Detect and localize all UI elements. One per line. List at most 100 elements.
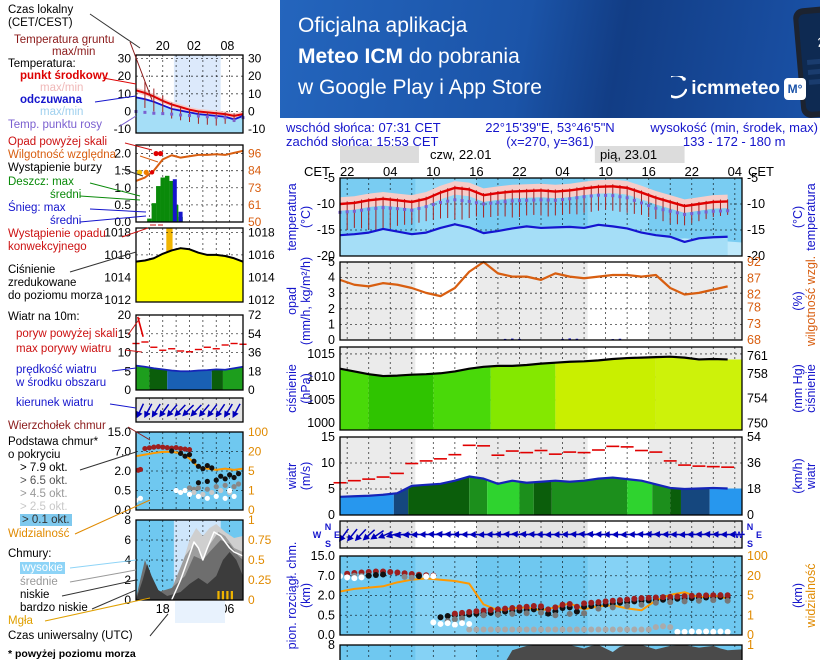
svg-text:E: E: [756, 530, 762, 540]
svg-text:W: W: [313, 530, 322, 540]
svg-text:10: 10: [118, 346, 132, 360]
svg-text:0: 0: [248, 593, 255, 607]
legend-label: Chmury:: [8, 548, 52, 560]
svg-text:1005: 1005: [307, 393, 335, 407]
svg-text:(km): (km): [299, 583, 313, 608]
svg-text:0: 0: [747, 508, 754, 522]
svg-text:1010: 1010: [307, 370, 335, 384]
legend-label: konwekcyjnego: [8, 241, 87, 253]
svg-text:1018: 1018: [248, 225, 275, 239]
svg-text:-10: -10: [248, 122, 266, 136]
svg-text:16: 16: [469, 164, 483, 179]
svg-text:N: N: [747, 522, 754, 532]
svg-text:84: 84: [248, 164, 262, 178]
legend-label: Temperatura:: [8, 58, 76, 70]
svg-text:10: 10: [321, 456, 335, 470]
svg-text:0: 0: [747, 628, 754, 642]
svg-text:08: 08: [220, 39, 234, 53]
svg-text:02: 02: [187, 39, 201, 53]
svg-text:-5: -5: [324, 171, 335, 185]
sunset-text: zachód słońca: 15:53 CET: [286, 133, 439, 149]
legend-label: o pokryciu: [8, 449, 61, 461]
svg-text:2.0: 2.0: [318, 589, 335, 603]
svg-text:0.0: 0.0: [114, 215, 131, 229]
svg-text:10: 10: [598, 164, 612, 179]
svg-text:ciśnienie: ciśnienie: [285, 364, 299, 413]
svg-text:18: 18: [156, 602, 170, 616]
svg-text:10: 10: [426, 164, 440, 179]
svg-text:16: 16: [641, 164, 655, 179]
legend-label: Temperatura gruntu: [14, 34, 115, 46]
legend-label: Deszcz: max: [8, 176, 74, 188]
coordinates: 22°15'39"E, 53°46'5"N (x=270, y=361): [450, 121, 650, 148]
legend-label: Wystąpienie opadu: [8, 228, 106, 240]
legend-label: Wiatr na 10m:: [8, 311, 80, 323]
legend-label: Opad powyżej skali: [8, 136, 108, 148]
legend-label: > 0.1 okt.: [20, 514, 72, 526]
legend-label: Podstawa chmur*: [8, 436, 99, 448]
svg-text:10: 10: [118, 87, 132, 101]
legend-label: > 7.9 okt.: [20, 462, 68, 474]
panel-mini-wiatr: 20 15 10 5 0 72 54 36 18 0: [118, 308, 262, 397]
svg-text:61: 61: [248, 198, 262, 212]
svg-text:1012: 1012: [248, 293, 275, 307]
svg-text:00: 00: [187, 602, 201, 616]
svg-text:(°C): (°C): [791, 206, 805, 228]
day-header: pią, 23.01: [600, 147, 657, 162]
svg-text:20: 20: [118, 69, 132, 83]
legend-label: max/min: [52, 46, 96, 58]
svg-text:1014: 1014: [104, 270, 131, 284]
svg-text:0.0: 0.0: [114, 503, 131, 517]
legend-label: zredukowane: [8, 277, 77, 289]
svg-text:(km/h): (km/h): [791, 458, 805, 493]
svg-text:87: 87: [747, 271, 761, 285]
svg-text:2: 2: [124, 573, 131, 587]
svg-text:2: 2: [328, 302, 335, 316]
svg-text:wilgotność wzgl.: wilgotność wzgl.: [804, 256, 818, 347]
svg-text:96: 96: [248, 147, 262, 161]
svg-text:(°C): (°C): [299, 206, 313, 228]
legend-label: Widzialność: [8, 528, 70, 540]
legend-label: poryw powyżej skali: [16, 328, 118, 340]
svg-text:-20: -20: [747, 249, 765, 263]
panel-mini-chmury-podstawa: 15.0 7.0 2.0 0.5 0.0 100 20 5 1 0: [108, 425, 269, 517]
banner-line2: Meteo ICM do pobrania: [298, 45, 520, 68]
svg-text:30: 30: [248, 52, 262, 66]
legend-label: niskie: [20, 589, 50, 601]
cet-left: CET: [304, 164, 330, 179]
altitude-values: 133 - 172 - 180 m: [682, 133, 786, 149]
svg-text:04: 04: [383, 164, 397, 179]
svg-text:(hPa): (hPa): [299, 373, 313, 404]
svg-text:1.0: 1.0: [114, 181, 131, 195]
location-info-bar: wschód słońca: 07:31 CET zachód słońca: …: [280, 119, 820, 149]
legend-label: Wilgotność względna: [8, 149, 117, 161]
sunrise-text: wschód słońca: 07:31 CET: [286, 120, 441, 135]
svg-text:N: N: [325, 522, 332, 532]
panel-mini-opad: 2.0 1.5 1.0 0.5 0.0 96 84 73 61 50: [114, 144, 262, 229]
legend-label: średni: [50, 189, 82, 201]
svg-text:S: S: [747, 539, 753, 549]
svg-text:W: W: [735, 530, 744, 540]
svg-text:5: 5: [747, 589, 754, 603]
svg-text:8: 8: [328, 638, 335, 652]
svg-text:1016: 1016: [248, 248, 275, 262]
legend-label: w środku obszaru: [16, 377, 107, 389]
svg-text:wiatr: wiatr: [285, 463, 299, 490]
legend-label: > 6.5 okt.: [20, 475, 68, 487]
svg-text:54: 54: [747, 430, 761, 444]
svg-text:0: 0: [248, 503, 255, 517]
cet-right: CET: [748, 164, 774, 179]
app-promo-banner[interactable]: Oficjalna aplikacja Meteo ICM do pobrani…: [280, 0, 820, 118]
svg-text:5: 5: [328, 255, 335, 269]
svg-text:750: 750: [747, 417, 768, 431]
svg-text:temperatura: temperatura: [285, 183, 299, 250]
svg-text:2.0: 2.0: [114, 464, 131, 478]
svg-text:1.5: 1.5: [114, 164, 131, 178]
svg-text:(%): (%): [791, 291, 805, 310]
svg-text:20: 20: [747, 569, 761, 583]
